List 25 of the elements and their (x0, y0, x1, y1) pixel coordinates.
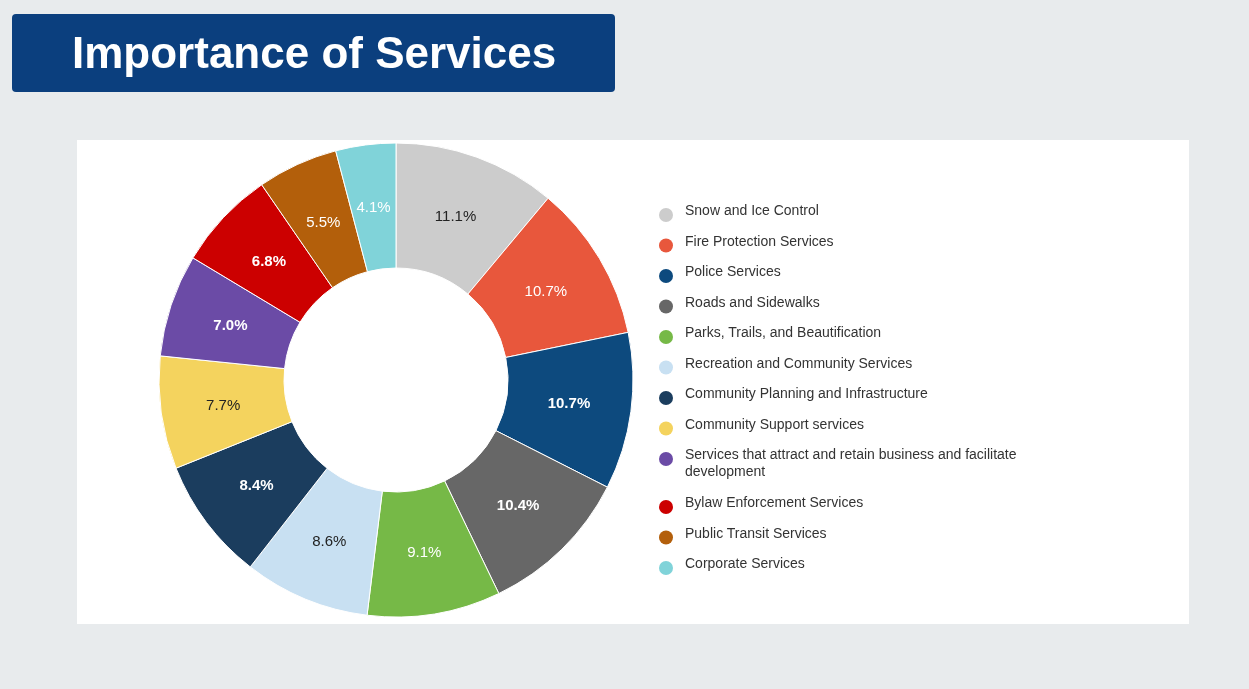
data-label: 11.1% (434, 207, 477, 225)
legend-label: Roads and Sidewalks (685, 293, 820, 310)
legend-label: Police Services (685, 263, 781, 279)
legend-label: Snow and Ice Control (685, 202, 819, 218)
legend-label: Fire Protection Services (685, 232, 834, 249)
data-label: 8.6% (312, 532, 347, 550)
legend-label: Bylaw Enforcement Services (685, 494, 864, 510)
data-label: 4.1% (356, 198, 391, 216)
legend-label: Public Transit Services (685, 524, 827, 541)
data-label: 7.0% (213, 316, 248, 334)
legend-label: Community Support services (685, 415, 864, 432)
data-label: 8.4% (239, 476, 274, 494)
data-label: 7.7% (206, 395, 241, 413)
data-label: 10.7% (547, 394, 591, 412)
data-label: 6.8% (251, 251, 286, 269)
data-label: 10.4% (496, 495, 540, 513)
data-label: 5.5% (306, 212, 341, 230)
legend-label: Corporate Services (685, 555, 805, 571)
data-label: 10.7% (524, 281, 568, 299)
legend-label: Recreation and Community Services (685, 354, 913, 371)
chart-title: Importance of Services (72, 28, 557, 77)
legend-label: Community Planning and Infrastructure (685, 385, 928, 401)
legend-label: Parks, Trails, and Beautification (685, 324, 882, 340)
data-label: 9.1% (407, 543, 442, 561)
legend-label: Services that attract and retain business and facilitate development (685, 446, 1017, 479)
